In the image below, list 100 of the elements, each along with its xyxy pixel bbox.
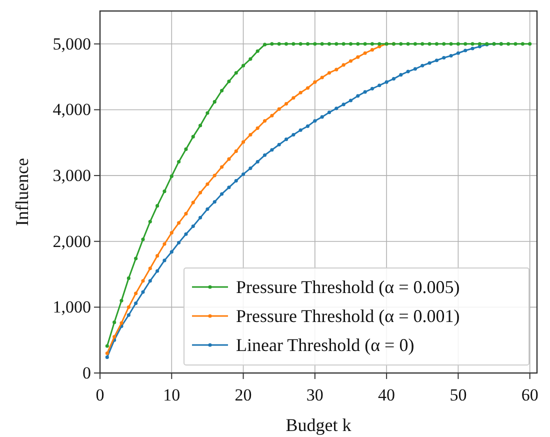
point: [105, 355, 109, 359]
point: [327, 71, 332, 75]
point: [342, 102, 346, 106]
x-tick-label: 60: [521, 386, 538, 405]
y-tick-label: 1,000: [52, 298, 91, 317]
point: [449, 42, 453, 46]
point: [464, 48, 468, 52]
point: [306, 86, 310, 90]
point: [363, 90, 367, 94]
point: [191, 134, 195, 138]
y-axis-title: Influence: [12, 158, 32, 226]
legend-label: Linear Threshold (α = 0): [236, 335, 414, 355]
point: [392, 77, 396, 81]
point: [363, 51, 367, 55]
point: [370, 42, 374, 46]
point: [434, 42, 438, 46]
point: [298, 42, 302, 46]
point: [313, 119, 317, 123]
point: [292, 96, 296, 100]
point: [156, 254, 160, 258]
point: [177, 160, 181, 164]
point: [227, 186, 231, 190]
point: [220, 165, 224, 169]
point: [292, 132, 296, 137]
point: [399, 73, 403, 77]
point: [327, 110, 332, 114]
point: [220, 192, 224, 196]
point: [428, 61, 432, 65]
point: [234, 71, 238, 75]
point: [348, 42, 353, 46]
point: [298, 90, 302, 94]
x-tick-label: 0: [96, 386, 104, 405]
point: [105, 351, 109, 356]
point: [105, 344, 109, 348]
point: [162, 190, 166, 194]
point: [284, 42, 288, 46]
point: [442, 56, 446, 60]
point: [378, 42, 382, 46]
point: [306, 42, 310, 46]
point: [134, 292, 138, 296]
point: [298, 128, 302, 132]
point: [334, 42, 338, 46]
point: [120, 298, 124, 302]
point: [277, 42, 281, 46]
point: [206, 182, 210, 186]
point: [384, 80, 388, 84]
point: [470, 42, 474, 46]
point: [126, 313, 130, 317]
point: [370, 48, 374, 52]
point: [456, 42, 460, 46]
point: [112, 320, 116, 324]
point: [262, 119, 267, 123]
x-tick-label: 50: [450, 386, 467, 405]
point: [292, 42, 296, 46]
point: [126, 305, 130, 309]
point: [212, 200, 216, 204]
point: [191, 200, 195, 204]
legend-label: Pressure Threshold (α = 0.005): [236, 277, 460, 297]
point: [148, 220, 152, 224]
point: [327, 42, 332, 46]
point: [320, 42, 324, 46]
point: [241, 140, 246, 144]
x-tick-label: 30: [306, 386, 324, 405]
point: [270, 148, 274, 152]
point: [262, 42, 267, 46]
point: [148, 266, 152, 270]
point: [120, 321, 124, 325]
point: [428, 42, 432, 46]
point: [284, 102, 288, 106]
point: [420, 64, 424, 68]
point: [141, 279, 145, 283]
point: [212, 174, 216, 178]
point: [342, 63, 346, 67]
point: [220, 88, 224, 92]
point: [284, 138, 288, 142]
point: [206, 207, 210, 211]
point: [399, 42, 403, 46]
point: [234, 179, 238, 183]
point: [420, 42, 424, 46]
point: [162, 242, 166, 246]
point: [256, 160, 260, 164]
point: [456, 51, 460, 55]
point: [320, 76, 324, 80]
point: [262, 153, 267, 157]
y-tick-label: 0: [82, 363, 91, 382]
point: [470, 46, 474, 50]
point: [342, 42, 346, 46]
point: [184, 147, 188, 151]
point: [378, 84, 382, 88]
point: [320, 115, 324, 119]
point: [370, 86, 374, 90]
point: [134, 256, 138, 260]
point: [198, 216, 202, 220]
y-tick-label: 3,000: [52, 166, 91, 185]
point: [141, 238, 145, 242]
point: [313, 42, 317, 46]
point: [406, 70, 410, 74]
point: [177, 240, 181, 244]
point: [442, 42, 446, 46]
point: [277, 142, 281, 146]
